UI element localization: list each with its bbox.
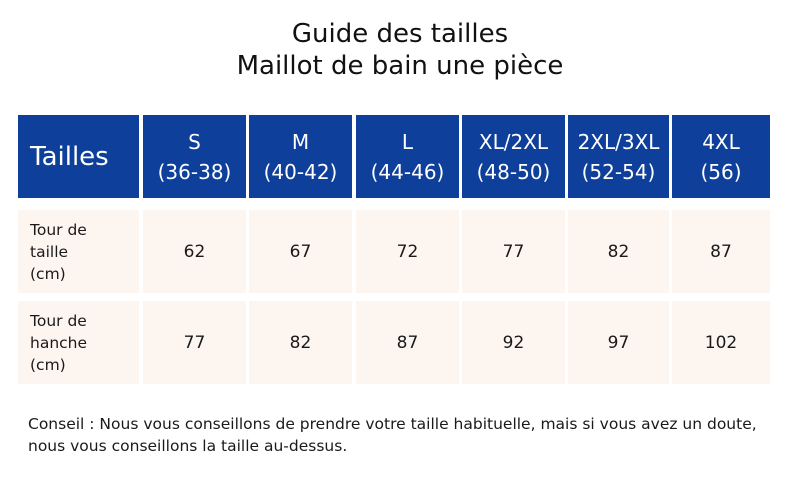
size-label: 2XL/3XL [577,129,660,154]
sizing-advice: Conseil : Nous vous conseillons de prend… [28,415,757,455]
table-cell: 87 [356,301,459,384]
header-size-cell: 4XL (56) [672,115,770,198]
size-range: (44-46) [370,159,445,184]
title-line-2: Maillot de bain une pièce [236,51,564,81]
header-size-cell: XL/2XL (48-50) [462,115,565,198]
table-cell: 77 [143,301,246,384]
header-size-cell: S (36-38) [143,115,246,198]
size-range: (48-50) [476,159,551,184]
table-cell: 72 [356,210,459,293]
size-label: M [291,129,310,154]
table-cell: 77 [462,210,565,293]
size-range: (52-54) [581,159,656,184]
table-cell: 102 [672,301,770,384]
page-title: Guide des tailles Maillot de bain une pi… [0,18,800,82]
table-cell: 82 [249,301,352,384]
title-line-1: Guide des tailles [291,19,509,49]
header-size-cell: L (44-46) [356,115,459,198]
size-range: (56) [700,159,742,184]
size-label: S [188,129,201,154]
row-label-waist: Tour de taille (cm) [18,210,139,293]
table-cell: 97 [568,301,669,384]
size-label: 4XL [702,129,740,154]
size-label: XL/2XL [478,129,549,154]
header-size-cell: 2XL/3XL (52-54) [568,115,669,198]
size-range: (40-42) [263,159,338,184]
table-cell: 82 [568,210,669,293]
table-cell: 92 [462,301,565,384]
header-corner-cell: Tailles [18,115,139,198]
table-cell: 87 [672,210,770,293]
size-range: (36-38) [157,159,232,184]
size-label: L [401,129,414,154]
header-size-cell: M (40-42) [249,115,352,198]
row-label-hip: Tour de hanche (cm) [18,301,139,384]
table-cell: 67 [249,210,352,293]
table-cell: 62 [143,210,246,293]
header-sizes-label: Tailles [30,141,109,172]
